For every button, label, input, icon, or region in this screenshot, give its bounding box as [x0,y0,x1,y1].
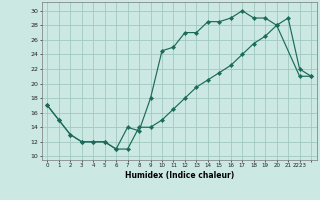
X-axis label: Humidex (Indice chaleur): Humidex (Indice chaleur) [124,171,234,180]
